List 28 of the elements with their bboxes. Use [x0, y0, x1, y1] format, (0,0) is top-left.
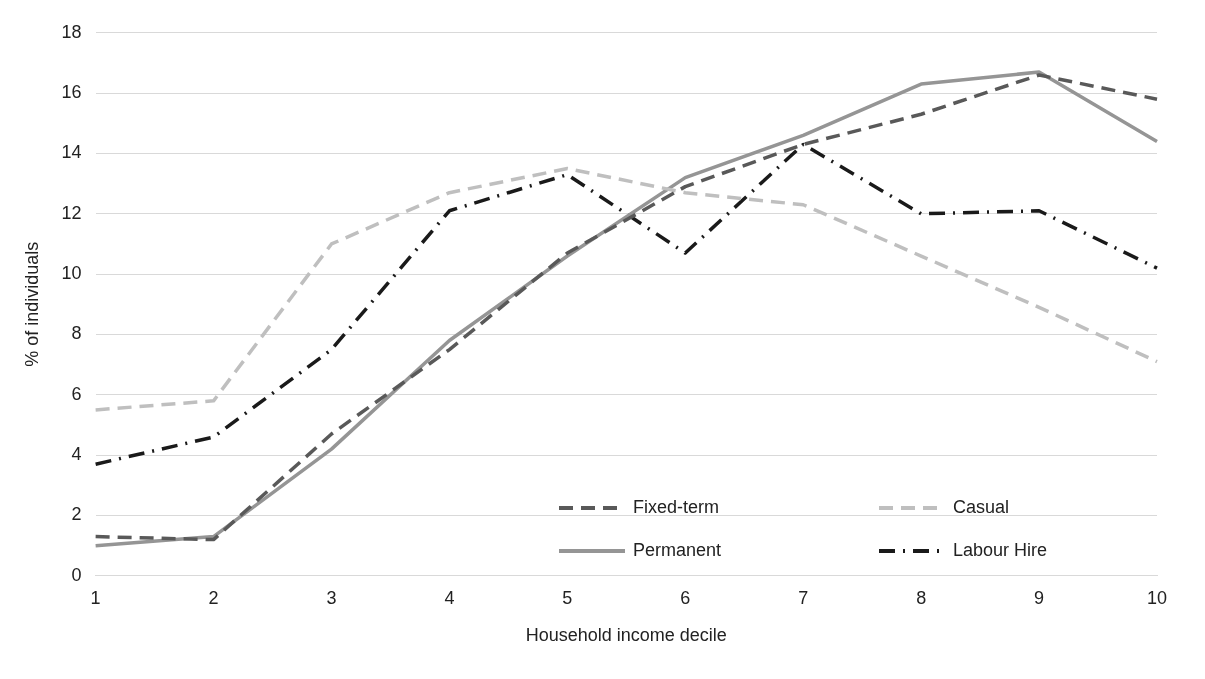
line-series — [93, 142, 1159, 466]
y-tick-label: 16 — [61, 82, 82, 103]
y-tick-label: 2 — [71, 504, 82, 525]
y-tick-label: 4 — [71, 444, 82, 465]
legend-label: Permanent — [633, 540, 722, 561]
x-tick-label: 10 — [1146, 587, 1168, 608]
y-tick-label: 6 — [71, 383, 82, 404]
legend-label: Labour Hire — [953, 540, 1048, 561]
x-tick-label: 5 — [562, 587, 573, 608]
legend-label: Casual — [953, 497, 1010, 518]
line-series — [93, 166, 1159, 412]
y-tick-label: 10 — [61, 263, 82, 284]
x-tick-label: 9 — [1034, 587, 1045, 608]
y-axis-title: % of individuals — [21, 241, 42, 367]
x-tick-label: 3 — [326, 587, 337, 608]
y-tick-label: 14 — [61, 142, 82, 163]
x-tick-label: 6 — [680, 587, 691, 608]
x-tick-label: 2 — [208, 587, 219, 608]
x-tick-label: 7 — [798, 587, 809, 608]
y-tick-label: 8 — [71, 323, 82, 344]
y-tick-label: 18 — [61, 21, 82, 42]
legend-label: Fixed-term — [633, 497, 720, 518]
x-tick-label: 4 — [444, 587, 455, 608]
x-tick-label: 1 — [90, 587, 101, 608]
x-tick-label: 8 — [916, 587, 927, 608]
y-tick-label: 12 — [61, 202, 82, 223]
y-tick-label: 0 — [71, 564, 82, 585]
x-axis-title: Household income decile — [525, 625, 727, 646]
